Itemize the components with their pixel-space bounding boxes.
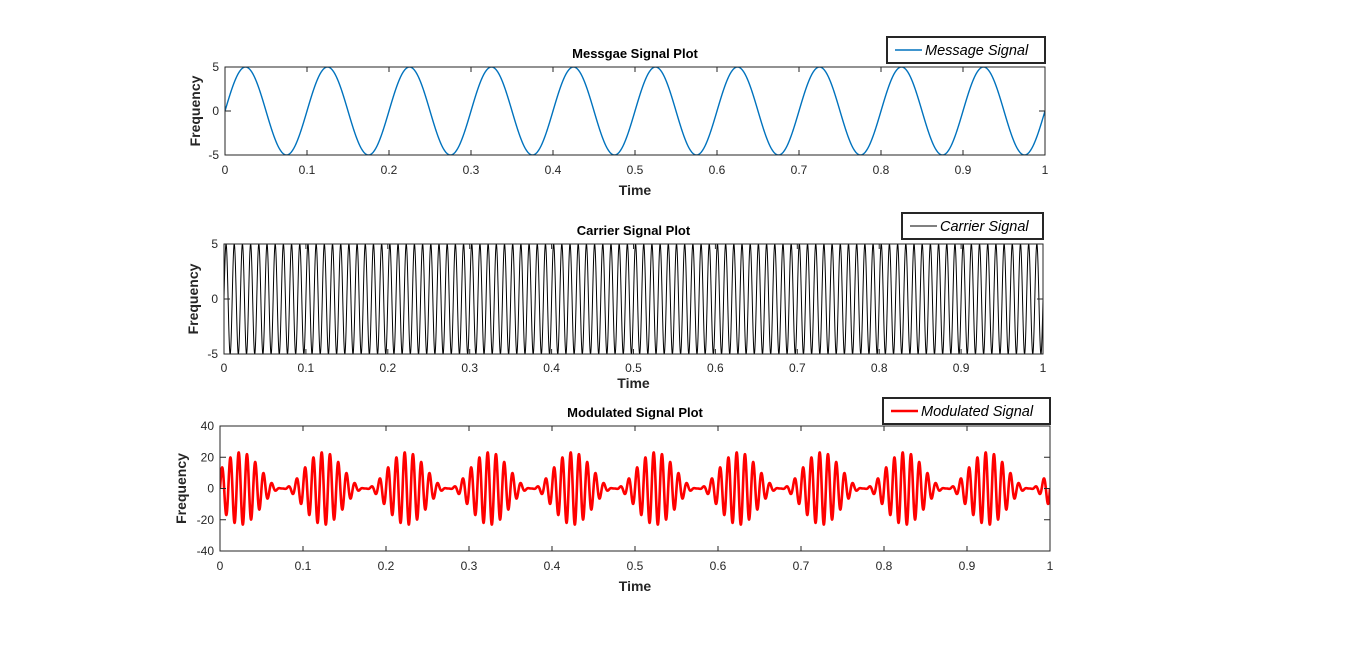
x-tick-label: 0.2 bbox=[378, 559, 395, 573]
x-tick-label: 0.3 bbox=[461, 361, 478, 375]
y-tick-label: 20 bbox=[201, 450, 215, 464]
x-tick-label: 0.9 bbox=[953, 361, 970, 375]
x-tick-label: 0.5 bbox=[627, 559, 644, 573]
x-tick-label: 0.2 bbox=[381, 163, 398, 177]
x-tick-label: 0.6 bbox=[707, 361, 724, 375]
plot-title: Messgae Signal Plot bbox=[572, 46, 698, 61]
x-tick-label: 0 bbox=[222, 163, 229, 177]
x-tick-label: 1 bbox=[1047, 559, 1054, 573]
x-tick-label: 0.7 bbox=[789, 361, 806, 375]
x-tick-label: 0.9 bbox=[955, 163, 972, 177]
x-tick-label: 0 bbox=[221, 361, 228, 375]
x-tick-label: 0.2 bbox=[379, 361, 396, 375]
x-tick-label: 1 bbox=[1042, 163, 1049, 177]
y-tick-label: 5 bbox=[212, 60, 219, 74]
y-tick-label: 0 bbox=[207, 482, 214, 496]
x-tick-label: 0.7 bbox=[793, 559, 810, 573]
x-tick-label: 0.5 bbox=[627, 163, 644, 177]
y-tick-label: 0 bbox=[211, 292, 218, 306]
y-axis-label: Frequency bbox=[173, 453, 189, 524]
y-tick-label: -5 bbox=[208, 148, 219, 162]
x-tick-label: 1 bbox=[1040, 361, 1047, 375]
legend-label: Modulated Signal bbox=[921, 404, 1034, 420]
y-tick-label: 40 bbox=[201, 419, 215, 433]
legend: Message Signal bbox=[887, 37, 1045, 63]
x-axis-label: Time bbox=[617, 375, 650, 391]
x-tick-label: 0.1 bbox=[295, 559, 312, 573]
legend-label: Message Signal bbox=[925, 43, 1029, 59]
x-tick-label: 0.4 bbox=[543, 361, 560, 375]
legend: Modulated Signal bbox=[883, 398, 1050, 424]
x-tick-label: 0.5 bbox=[625, 361, 642, 375]
x-axis-label: Time bbox=[619, 578, 652, 594]
x-tick-label: 0.4 bbox=[545, 163, 562, 177]
x-tick-label: 0.3 bbox=[461, 559, 478, 573]
y-tick-label: -5 bbox=[207, 347, 218, 361]
x-tick-label: 0.9 bbox=[959, 559, 976, 573]
x-tick-label: 0.8 bbox=[873, 163, 890, 177]
y-tick-label: 5 bbox=[211, 237, 218, 251]
y-tick-label: -40 bbox=[197, 544, 215, 558]
x-tick-label: 0.4 bbox=[544, 559, 561, 573]
x-tick-label: 0.6 bbox=[709, 163, 726, 177]
legend: Carrier Signal bbox=[902, 213, 1043, 239]
x-tick-label: 0.7 bbox=[791, 163, 808, 177]
x-tick-label: 0.8 bbox=[871, 361, 888, 375]
y-tick-label: -20 bbox=[197, 513, 215, 527]
x-tick-label: 0.8 bbox=[876, 559, 893, 573]
x-tick-label: 0.3 bbox=[463, 163, 480, 177]
plot-title: Carrier Signal Plot bbox=[577, 223, 691, 238]
x-axis-label: Time bbox=[619, 182, 652, 198]
plot-title: Modulated Signal Plot bbox=[567, 405, 703, 420]
x-tick-label: 0.1 bbox=[299, 163, 316, 177]
x-tick-label: 0 bbox=[217, 559, 224, 573]
y-tick-label: 0 bbox=[212, 104, 219, 118]
y-axis-label: Frequency bbox=[185, 263, 201, 334]
legend-label: Carrier Signal bbox=[940, 219, 1029, 235]
y-axis-label: Frequency bbox=[187, 75, 203, 146]
x-tick-label: 0.1 bbox=[298, 361, 315, 375]
x-tick-label: 0.6 bbox=[710, 559, 727, 573]
